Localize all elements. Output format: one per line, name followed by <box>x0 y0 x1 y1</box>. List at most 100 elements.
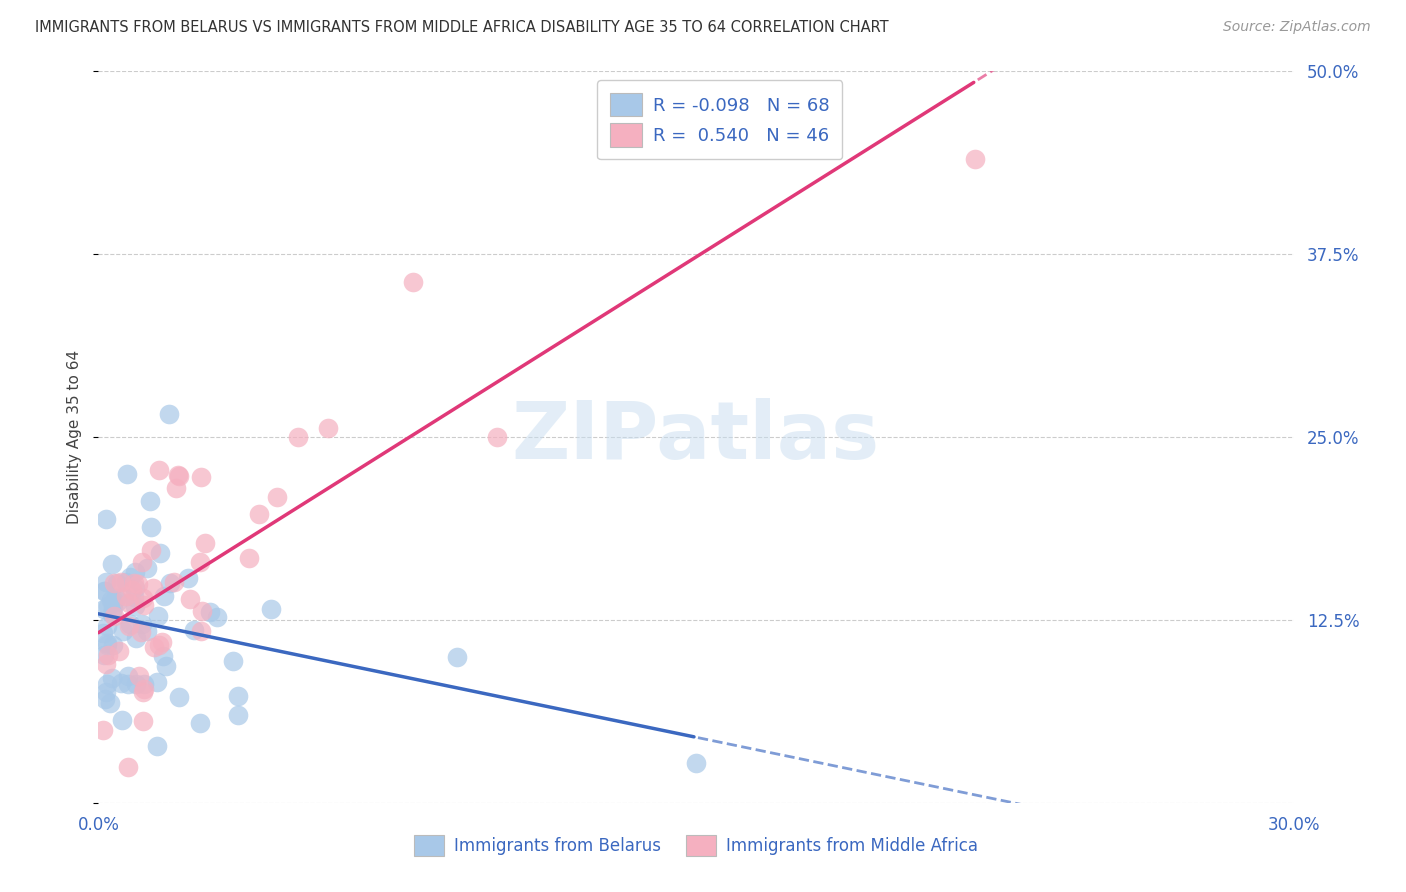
Point <box>131 617 153 632</box>
Point <box>238 550 260 565</box>
Point <box>118 570 141 584</box>
Point <box>94 684 117 698</box>
Point <box>100 557 122 571</box>
Point <box>188 555 211 569</box>
Point <box>190 470 212 484</box>
Point <box>153 589 176 603</box>
Point <box>149 545 172 559</box>
Point <box>166 467 188 482</box>
Point <box>105 591 128 605</box>
Point <box>226 708 249 723</box>
Point <box>110 676 132 690</box>
Point <box>402 275 425 289</box>
Point <box>198 605 221 619</box>
Point <box>97 648 120 662</box>
Point <box>103 601 125 615</box>
Point <box>118 616 141 631</box>
Y-axis label: Disability Age 35 to 64: Disability Age 35 to 64 <box>67 350 83 524</box>
Point <box>963 152 986 166</box>
Point <box>114 575 136 590</box>
Point <box>446 649 468 664</box>
Point <box>96 636 118 650</box>
Text: Source: ZipAtlas.com: Source: ZipAtlas.com <box>1223 20 1371 34</box>
Point <box>132 599 155 613</box>
Point <box>316 420 339 434</box>
Point <box>96 574 118 589</box>
Point <box>260 602 283 616</box>
Point <box>97 599 120 613</box>
Point <box>152 648 174 663</box>
Point <box>136 624 159 638</box>
Point <box>103 593 125 607</box>
Point <box>125 632 148 646</box>
Point <box>226 690 249 704</box>
Point <box>150 635 173 649</box>
Point <box>146 609 169 624</box>
Point <box>136 561 159 575</box>
Point <box>287 430 309 444</box>
Text: ZIPatlas: ZIPatlas <box>512 398 880 476</box>
Point <box>98 696 121 710</box>
Point <box>205 610 228 624</box>
Point <box>222 654 245 668</box>
Point <box>101 638 124 652</box>
Point <box>167 469 190 483</box>
Legend: Immigrants from Belarus, Immigrants from Middle Africa: Immigrants from Belarus, Immigrants from… <box>402 822 990 868</box>
Point <box>131 685 153 699</box>
Point <box>266 490 288 504</box>
Point <box>159 575 181 590</box>
Point <box>103 609 125 624</box>
Point <box>96 638 118 652</box>
Point <box>122 590 145 604</box>
Point <box>94 584 117 599</box>
Point <box>128 669 150 683</box>
Point <box>115 467 138 481</box>
Point <box>101 596 124 610</box>
Point <box>121 583 143 598</box>
Point <box>148 638 170 652</box>
Point <box>93 584 115 599</box>
Point <box>148 463 170 477</box>
Point <box>167 690 190 704</box>
Point <box>101 607 124 622</box>
Point <box>110 713 132 727</box>
Point <box>103 576 125 591</box>
Point <box>117 669 139 683</box>
Point <box>91 723 114 737</box>
Point <box>93 648 115 662</box>
Point <box>129 625 152 640</box>
Point <box>131 555 153 569</box>
Point <box>157 407 180 421</box>
Point <box>179 591 201 606</box>
Point <box>134 677 156 691</box>
Point <box>111 624 134 638</box>
Point <box>139 494 162 508</box>
Point <box>100 593 122 607</box>
Point <box>122 575 145 590</box>
Point <box>183 623 205 637</box>
Point <box>685 756 707 771</box>
Point <box>485 430 508 444</box>
Point <box>94 657 117 671</box>
Point <box>101 671 124 685</box>
Point <box>115 590 138 604</box>
Point <box>107 594 129 608</box>
Point <box>191 604 214 618</box>
Point <box>142 640 165 654</box>
Point <box>139 520 162 534</box>
Point <box>118 596 141 610</box>
Point <box>105 575 128 590</box>
Point <box>108 644 131 658</box>
Point <box>124 581 146 595</box>
Point <box>146 739 169 753</box>
Text: IMMIGRANTS FROM BELARUS VS IMMIGRANTS FROM MIDDLE AFRICA DISABILITY AGE 35 TO 64: IMMIGRANTS FROM BELARUS VS IMMIGRANTS FR… <box>35 20 889 35</box>
Point <box>94 691 117 706</box>
Point <box>117 677 139 691</box>
Point <box>190 624 212 638</box>
Point <box>177 571 200 585</box>
Point <box>96 512 118 526</box>
Point <box>127 576 149 591</box>
Point <box>146 674 169 689</box>
Point <box>155 659 177 673</box>
Point <box>124 599 146 613</box>
